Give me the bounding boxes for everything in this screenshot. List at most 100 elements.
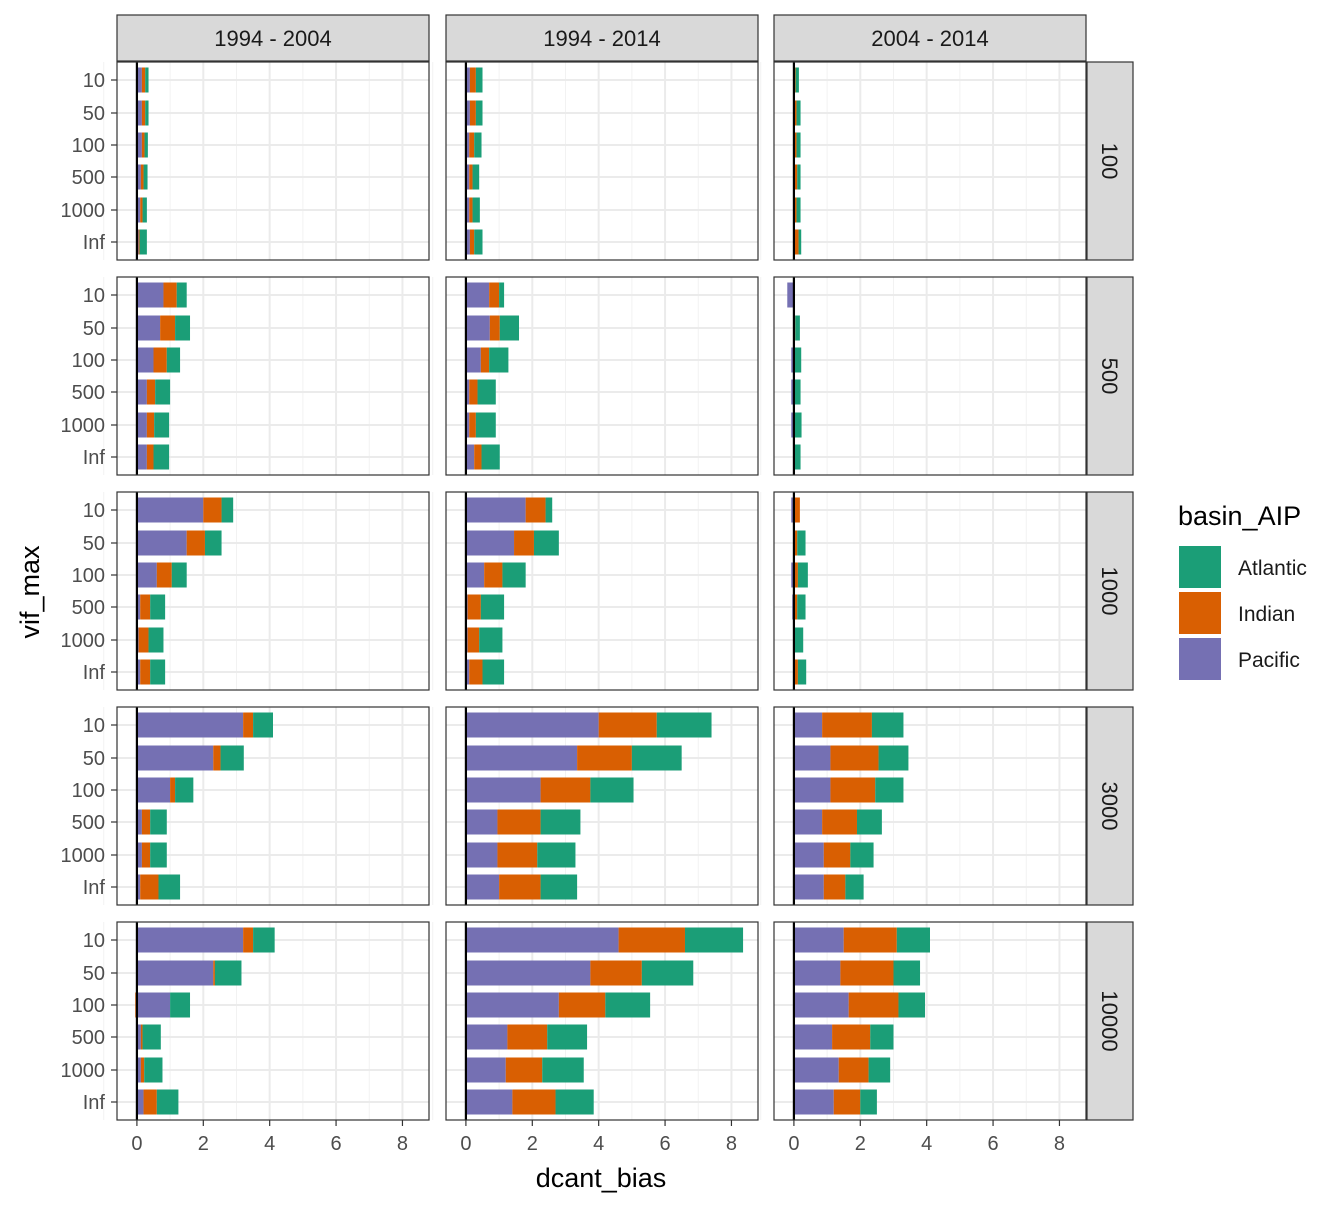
bar-segment-indian xyxy=(794,100,797,126)
bar-segment-pacific xyxy=(793,992,849,1018)
bar-segment-pacific xyxy=(136,1089,144,1115)
panels-layer xyxy=(103,61,1087,1121)
bar-segment-atlantic xyxy=(156,1089,179,1115)
bar-segment-indian xyxy=(833,1089,861,1115)
row-strip xyxy=(1086,276,1134,476)
bar-segment-atlantic xyxy=(797,164,801,190)
column-strip-label: 1994 - 2014 xyxy=(543,26,660,51)
bar-segment-atlantic xyxy=(499,315,520,341)
bar-segment-atlantic xyxy=(481,444,500,470)
bar-segment-pacific xyxy=(791,347,794,373)
y-tick-label: 100 xyxy=(72,135,105,157)
legend-entry: Indian xyxy=(1179,592,1295,634)
bar-segment-indian xyxy=(140,164,144,190)
bar-segment-atlantic xyxy=(154,412,170,438)
y-tick-label: 50 xyxy=(83,748,105,770)
bar-segment-pacific xyxy=(465,1024,508,1050)
y-tick-label: 50 xyxy=(83,103,105,125)
x-tick-label: 0 xyxy=(788,1133,799,1155)
bar-segment-indian xyxy=(140,594,151,620)
bar-segment-indian xyxy=(467,594,481,620)
bar-segment-indian xyxy=(823,842,851,868)
x-axis-title: dcant_bias xyxy=(536,1163,667,1193)
bar-segment-atlantic xyxy=(870,1024,894,1050)
bar-segment-indian xyxy=(618,927,685,953)
bar-segment-pacific xyxy=(136,347,154,373)
row-strip xyxy=(1086,491,1134,691)
x-tick-label: 6 xyxy=(660,1133,671,1155)
bar-segment-indian xyxy=(598,712,657,738)
bar-segment-pacific xyxy=(793,809,823,835)
x-tick-label: 2 xyxy=(527,1133,538,1155)
bar-segment-indian xyxy=(794,164,798,190)
bar-segment-indian xyxy=(793,659,798,685)
bar-segment-pacific xyxy=(793,874,824,900)
bar-segment-indian xyxy=(822,809,857,835)
bar-segment-atlantic xyxy=(150,659,166,685)
bar-segment-indian xyxy=(540,777,591,803)
bar-segment-atlantic xyxy=(797,659,807,685)
bar-segment-indian xyxy=(793,497,800,523)
bar-segment-atlantic xyxy=(796,132,801,158)
bar-segment-pacific xyxy=(136,594,141,620)
panel-background xyxy=(774,492,1086,690)
x-tick-label: 4 xyxy=(593,1133,604,1155)
bar-segment-pacific xyxy=(465,530,515,556)
y-tick-label: 50 xyxy=(83,318,105,340)
column-strip-label: 1994 - 2004 xyxy=(214,26,331,51)
bar-segment-pacific xyxy=(465,497,526,523)
legend-label: Atlantic xyxy=(1238,557,1307,580)
bar-segment-atlantic xyxy=(798,229,802,255)
y-tick-label: 500 xyxy=(72,1027,105,1049)
bar-segment-indian xyxy=(794,229,799,255)
bar-segment-indian xyxy=(141,842,151,868)
bar-segment-pacific xyxy=(793,712,823,738)
y-tick-label: 100 xyxy=(72,995,105,1017)
facet-panel xyxy=(760,921,1087,1121)
bar-segment-pacific xyxy=(136,842,142,868)
facet-panel xyxy=(432,276,759,476)
y-tick-label: 1000 xyxy=(61,415,106,437)
bar-segment-indian xyxy=(243,712,254,738)
x-tick-label: 6 xyxy=(988,1133,999,1155)
bar-segment-indian xyxy=(469,412,476,438)
panel-border xyxy=(773,276,1087,476)
bar-segment-atlantic xyxy=(537,842,576,868)
panel-background xyxy=(774,62,1086,260)
panel-background xyxy=(117,922,429,1120)
bar-segment-atlantic xyxy=(499,282,505,308)
bar-segment-atlantic xyxy=(502,562,526,588)
legend-entry: Atlantic xyxy=(1179,546,1307,588)
bar-segment-atlantic xyxy=(145,100,149,126)
bar-segment-indian xyxy=(469,379,478,405)
bar-segment-indian xyxy=(146,444,154,470)
panel-background xyxy=(117,707,429,905)
x-tick-label: 0 xyxy=(460,1133,471,1155)
bar-segment-pacific xyxy=(465,745,578,771)
bar-segment-atlantic xyxy=(158,874,181,900)
bar-segment-indian xyxy=(469,100,476,126)
bar-segment-atlantic xyxy=(605,992,651,1018)
bar-segment-indian xyxy=(497,809,541,835)
bar-segment-atlantic xyxy=(641,960,694,986)
bar-segment-atlantic xyxy=(171,562,187,588)
bar-segment-pacific xyxy=(136,874,141,900)
bar-segment-indian xyxy=(243,927,254,953)
bar-segment-atlantic xyxy=(540,809,581,835)
bar-segment-atlantic xyxy=(475,67,483,93)
panel-background xyxy=(774,707,1086,905)
bar-segment-indian xyxy=(484,562,503,588)
bar-segment-atlantic xyxy=(898,992,926,1018)
bar-segment-pacific xyxy=(136,444,147,470)
y-tick-label: Inf xyxy=(83,447,106,469)
y-tick-label: 50 xyxy=(83,533,105,555)
bar-segment-pacific xyxy=(136,315,161,341)
legend-entries: Atlantic Indian Pacific xyxy=(1179,546,1307,680)
y-tick-label: 1000 xyxy=(61,630,106,652)
panel-border xyxy=(445,61,759,261)
bar-segment-indian xyxy=(558,992,606,1018)
y-tick-label: 10 xyxy=(83,70,105,92)
y-tick-label: 10 xyxy=(83,500,105,522)
bar-segment-atlantic xyxy=(176,282,187,308)
